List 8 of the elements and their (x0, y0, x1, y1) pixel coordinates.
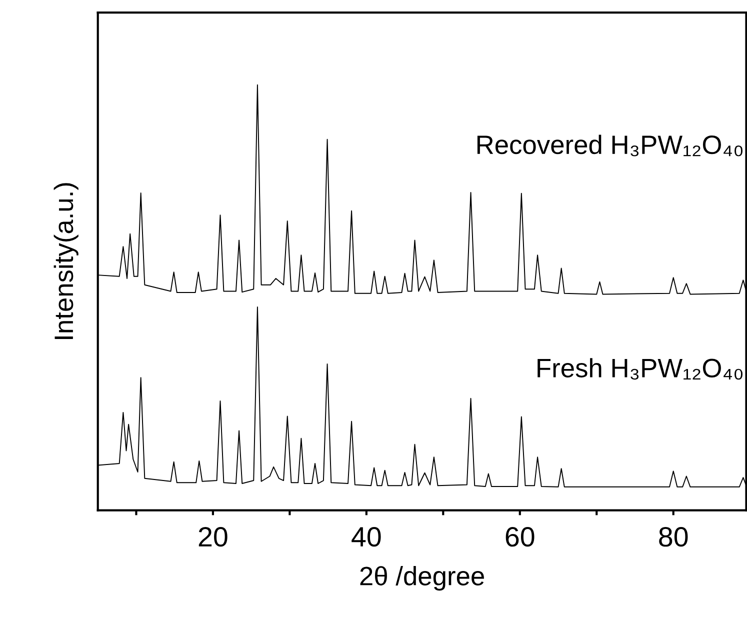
x-axis-title: 2θ /degree (360, 566, 484, 591)
x-tick-label: 60 (506, 527, 534, 547)
x-tick-label: 20 (198, 527, 228, 547)
series-label: Recovered H₃PW₁₂O₄₀ (477, 134, 743, 156)
x-tick-label: 40 (352, 527, 381, 547)
x-tick-label: 80 (659, 527, 688, 547)
series-label: Fresh H₃PW₁₂O₄₀ (538, 358, 743, 380)
y-axis-title: Intensity(a.u.) (54, 183, 78, 339)
